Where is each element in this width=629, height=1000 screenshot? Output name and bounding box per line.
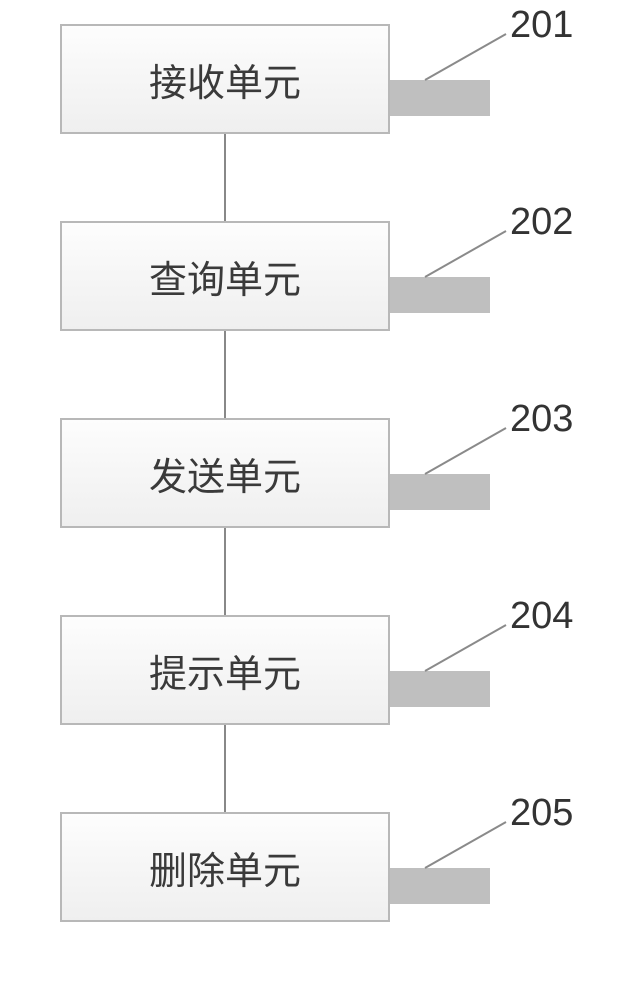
node-label: 发送单元 bbox=[149, 446, 301, 501]
node-tag-number: 201 bbox=[510, 4, 573, 47]
node-tag-number: 204 bbox=[510, 595, 573, 638]
tag-bar bbox=[390, 277, 490, 313]
tag-bar bbox=[390, 868, 490, 904]
node-label: 查询单元 bbox=[149, 249, 301, 304]
flowchart-diagram: 接收单元 201 查询单元 202 发送单元 203 提示单元 204 删除单元 205 bbox=[0, 0, 629, 1000]
flowchart-connector bbox=[224, 528, 226, 615]
flowchart-node-n3: 发送单元 bbox=[60, 418, 390, 528]
flowchart-node-n1: 接收单元 bbox=[60, 24, 390, 134]
node-tag-number: 202 bbox=[510, 201, 573, 244]
flowchart-connector bbox=[224, 331, 226, 418]
node-label: 提示单元 bbox=[149, 643, 301, 698]
tag-bar bbox=[390, 474, 490, 510]
flowchart-node-n5: 删除单元 bbox=[60, 812, 390, 922]
node-label: 删除单元 bbox=[149, 840, 301, 895]
flowchart-connector bbox=[224, 725, 226, 812]
tag-bar bbox=[390, 80, 490, 116]
flowchart-node-n2: 查询单元 bbox=[60, 221, 390, 331]
node-tag-number: 205 bbox=[510, 792, 573, 835]
node-label: 接收单元 bbox=[149, 52, 301, 107]
node-tag-number: 203 bbox=[510, 398, 573, 441]
flowchart-node-n4: 提示单元 bbox=[60, 615, 390, 725]
flowchart-connector bbox=[224, 134, 226, 221]
tag-bar bbox=[390, 671, 490, 707]
